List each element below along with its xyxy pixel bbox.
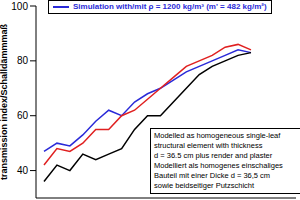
svg-text:80: 80 [17, 55, 29, 66]
svg-text:transmission index/Schalldämmm: transmission index/Schalldämmmaß [8, 23, 9, 180]
html-text:Modelled as homogeneous single: Modelled as homogeneous single-leaf [154, 131, 281, 140]
html-text:d = 36.5 cm plus render and pl: d = 36.5 cm plus render and plaster [154, 151, 273, 160]
svg-text:40: 40 [17, 165, 29, 176]
html-text:Simulation with/mit ρ = 1200 k: Simulation with/mit ρ = 1200 kg/m³ (m' =… [73, 2, 267, 11]
html-text:Bauteil mit einer Dicke d = 36: Bauteil mit einer Dicke d = 36,5 cm [154, 171, 271, 180]
html-text:Modelliert als homogenes einsc: Modelliert als homogenes einschaliges [154, 161, 283, 170]
html-text:sowie beidseitiger Putzschicht: sowie beidseitiger Putzschicht [154, 181, 255, 190]
svg-text:60: 60 [17, 110, 29, 121]
svg-text:100: 100 [11, 1, 28, 12]
html-text:structural element with thickn: structural element with thickness [154, 141, 263, 150]
